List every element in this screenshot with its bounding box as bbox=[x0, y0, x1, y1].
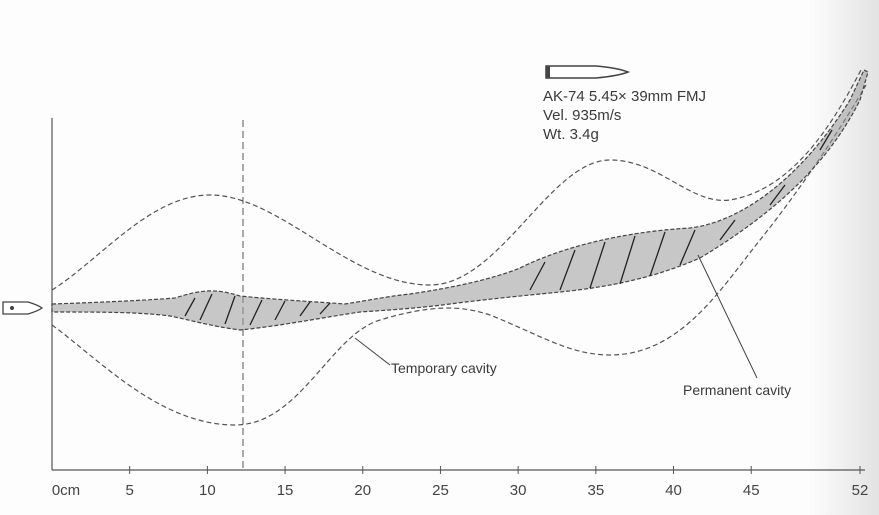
permanent-leader-line bbox=[697, 254, 758, 379]
axis-tick-label: 52 bbox=[851, 482, 869, 499]
bullet-icon bbox=[545, 65, 631, 79]
incoming-bullet-icon bbox=[2, 301, 44, 315]
permanent-cavity bbox=[51, 69, 869, 331]
bullet-velocity: Vel. 935m/s bbox=[543, 107, 622, 124]
axis-tick-label: 15 bbox=[276, 482, 294, 499]
axis-tick-label: 35 bbox=[587, 482, 605, 499]
scan-shadow bbox=[809, 0, 879, 515]
axis-tick-label: 25 bbox=[432, 482, 449, 499]
axis-tick-label: 20 bbox=[354, 482, 372, 499]
axis-tick-label: 0cm bbox=[51, 482, 81, 499]
bullet-name: AK-74 5.45× 39mm FMJ bbox=[543, 88, 706, 105]
axis-tick-label: 45 bbox=[742, 482, 760, 499]
permanent-cavity-hatching bbox=[184, 129, 833, 326]
bullet-weight: Wt. 3.4g bbox=[543, 126, 599, 143]
axis-tick-label: 30 bbox=[509, 482, 527, 499]
permanent-cavity-label: Permanent cavity bbox=[683, 382, 792, 398]
temporary-cavity-lower bbox=[51, 84, 867, 426]
axis-tick-label: 10 bbox=[199, 482, 216, 499]
temporary-cavity-upper bbox=[51, 67, 863, 291]
axis-tick-label: 40 bbox=[665, 482, 682, 499]
temporary-leader-line bbox=[354, 337, 391, 366]
temporary-cavity-label: Temporary cavity bbox=[391, 360, 497, 376]
axis-tick-label: 5 bbox=[125, 482, 134, 499]
